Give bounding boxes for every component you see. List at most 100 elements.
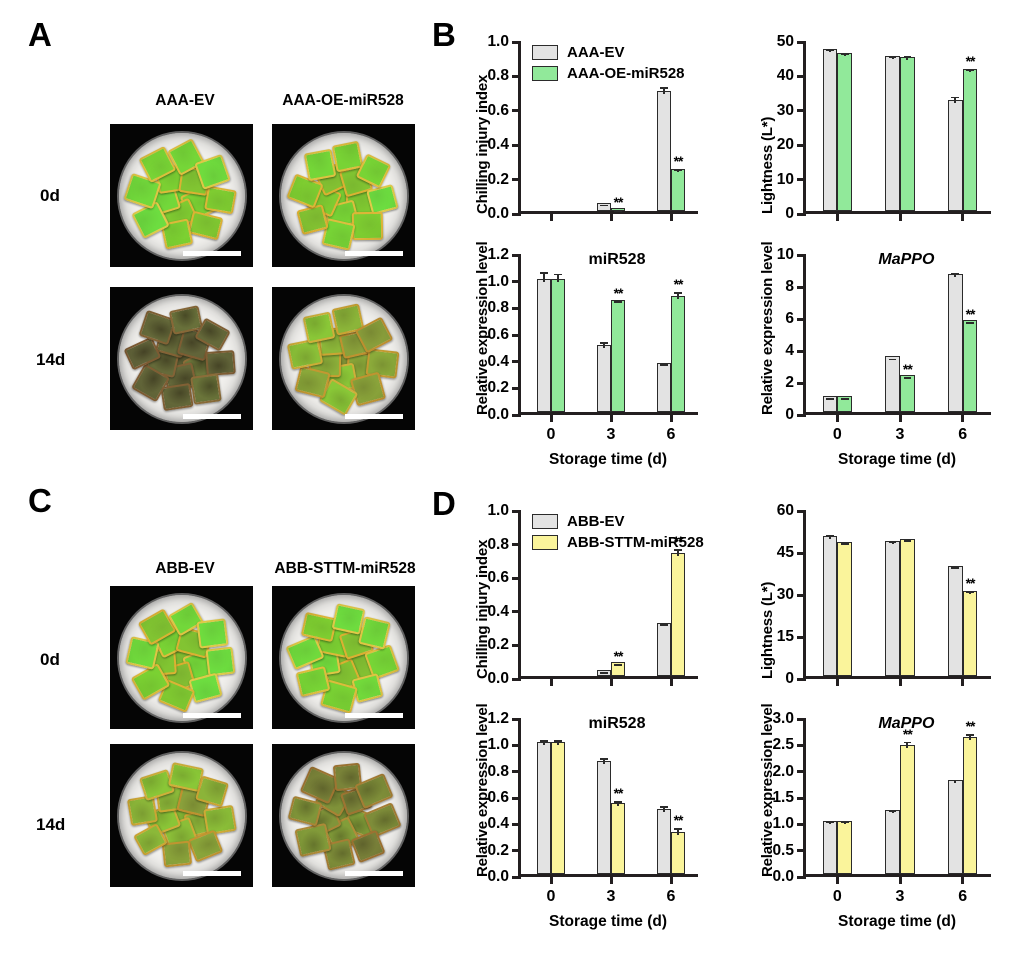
petri-dish <box>118 752 245 879</box>
plot-area: 0.0 0.2 0.4 0.6 0.8 1.0 ** ** <box>487 502 698 687</box>
bar <box>900 539 915 676</box>
chart-d-mir528-expression: Relative expression level 0.0 0.2 0.4 0.6 0.8… <box>460 704 710 930</box>
significance-marker: ** <box>965 305 976 322</box>
y-tick <box>512 253 521 257</box>
y-axis-label: Lightness (L*) <box>759 116 776 214</box>
significance-marker: ** <box>613 647 624 664</box>
y-axis-label: Lightness (L*) <box>759 581 776 679</box>
error-bar <box>543 740 545 746</box>
x-tick <box>669 874 673 884</box>
x-tick <box>835 676 839 686</box>
banana-slice <box>349 371 386 407</box>
petri-dish <box>118 594 245 721</box>
error-bar-cap <box>951 272 960 275</box>
error-bar <box>829 535 831 539</box>
bar <box>962 69 978 211</box>
x-tick <box>669 676 673 686</box>
y-tick <box>797 143 806 147</box>
error-bar-cap <box>826 535 834 538</box>
y-tick-label: 30 <box>776 101 794 119</box>
error-bar-cap <box>540 740 548 742</box>
error-bar-cap <box>966 68 974 71</box>
legend-swatch <box>532 514 558 529</box>
error-bar-cap <box>660 364 668 367</box>
petri-dish <box>118 295 245 422</box>
bar <box>656 623 671 676</box>
bar <box>885 56 900 211</box>
y-tick-label: 0.0 <box>772 868 794 885</box>
error-bar-cap <box>966 590 974 593</box>
petri-dish <box>280 295 407 422</box>
y-tick <box>512 280 521 284</box>
y-tick <box>512 360 521 364</box>
y-tick <box>797 349 806 353</box>
bar <box>611 662 626 676</box>
petri-dish <box>280 594 407 721</box>
error-bar-cap <box>840 53 849 55</box>
y-tick-label: 2 <box>785 374 794 391</box>
error-bar-cap <box>660 805 668 808</box>
significance-marker: ** <box>673 533 684 550</box>
error-bar-cap <box>554 273 562 276</box>
y-axis-label: Relative expression level <box>759 241 776 415</box>
y-tick-label: 0.2 <box>487 636 509 654</box>
plot-area: 0 2 4 6 8 10 0 3 ** 6 ** <box>777 246 991 443</box>
y-tick <box>797 40 806 44</box>
x-tick <box>961 211 965 221</box>
error-bar-cap <box>888 541 897 544</box>
y-tick <box>797 551 806 555</box>
y-tick <box>797 253 806 257</box>
y-tick <box>512 74 521 78</box>
y-tick-label: 0.0 <box>487 406 509 423</box>
legend-label: AAA-EV <box>567 44 625 61</box>
bar <box>822 536 838 676</box>
error-bar-cap <box>826 821 834 824</box>
x-tick <box>549 211 553 221</box>
legend-row: AAA-EV <box>532 44 685 61</box>
x-tick <box>961 676 965 686</box>
y-tick <box>512 610 521 614</box>
error-bar-cap <box>966 734 974 737</box>
y-tick <box>512 40 521 44</box>
error-bar-cap <box>966 321 974 324</box>
error-bar-cap <box>826 49 834 52</box>
panel-c-column-title-2: ABB-STTM-miR528 <box>274 560 416 577</box>
error-bar-cap <box>600 342 608 345</box>
y-tick-label: 0.8 <box>487 762 509 780</box>
significance-marker: ** <box>965 718 976 735</box>
bar <box>962 590 978 676</box>
y-tick <box>797 178 806 182</box>
y-tick-label: 60 <box>776 502 794 519</box>
error-bar <box>557 273 559 282</box>
dish-photo-aaa-ev-14d <box>110 287 253 430</box>
y-tick-label: 1.0 <box>487 272 509 290</box>
banana-slice <box>303 148 336 181</box>
x-axis-title: Storage time (d) <box>549 913 667 930</box>
y-tick-label: 0.0 <box>487 670 509 687</box>
chart-b-mappo-expression: Relative expression level 0 2 4 6 8 10 0 3 ** 6 ** M… <box>745 241 1000 468</box>
dish-photo-abb-ev-14d <box>110 744 253 887</box>
error-bar-cap <box>840 821 849 823</box>
y-tick-label: 0.4 <box>487 352 509 370</box>
panel-a-row-label-0d: 0d <box>40 186 60 205</box>
y-tick-label: 0.8 <box>487 67 509 85</box>
legend-row: ABB-STTM-miR528 <box>532 534 704 551</box>
y-tick <box>512 770 521 774</box>
x-tick-label: 6 <box>958 888 968 905</box>
bar <box>885 810 900 874</box>
error-bar-cap <box>674 549 682 551</box>
x-tick <box>609 676 613 686</box>
dish-photo-abb-sttm-14d <box>272 744 415 887</box>
bar <box>671 295 686 412</box>
y-tick-label: 15 <box>776 628 794 645</box>
legend-swatch <box>532 66 558 81</box>
error-bar <box>663 805 665 813</box>
y-tick-label: 10 <box>776 170 794 188</box>
chart-d-mappo-expression: Relative expression level 0.0 0.5 1.0 1.5 2.0… <box>745 704 1000 930</box>
y-tick <box>797 109 806 113</box>
bar <box>671 168 686 211</box>
scale-bar <box>183 414 241 419</box>
banana-slice <box>205 646 236 678</box>
x-tick <box>549 412 553 422</box>
